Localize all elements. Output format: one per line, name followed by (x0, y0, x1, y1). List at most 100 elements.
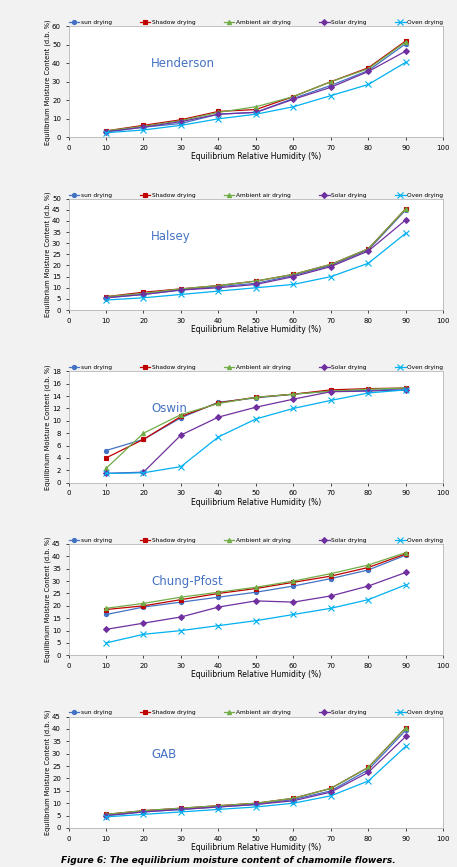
Line: Solar drying: Solar drying (104, 388, 408, 475)
Y-axis label: Equilibrium Moisture Content (d.b. %): Equilibrium Moisture Content (d.b. %) (44, 537, 51, 662)
sun drying (366, 65, 371, 75)
Shadow drying (216, 588, 221, 598)
X-axis label: Equilibrium Relative Humidity (%): Equilibrium Relative Humidity (%) (191, 325, 321, 334)
Oven drying (366, 258, 371, 269)
Text: GAB: GAB (151, 747, 176, 760)
sun drying (103, 446, 109, 456)
Line: Ambient air drying: Ambient air drying (104, 40, 408, 133)
Ambient air drying (216, 108, 221, 118)
Shadow drying (141, 601, 146, 611)
Legend: sun drying, Shadow drying, Ambient air drying, Solar drying, Oven drying: sun drying, Shadow drying, Ambient air d… (69, 20, 443, 25)
sun drying (403, 550, 409, 560)
Shadow drying (403, 383, 409, 394)
Solar drying (291, 394, 296, 404)
Ambient air drying (178, 409, 184, 420)
Solar drying (291, 95, 296, 105)
sun drying (403, 205, 409, 215)
Shadow drying (216, 800, 221, 811)
Ambient air drying (216, 587, 221, 597)
Shadow drying (403, 549, 409, 559)
Ambient air drying (103, 126, 109, 136)
Line: sun drying: sun drying (104, 553, 408, 616)
Oven drying (103, 295, 109, 305)
sun drying (253, 278, 259, 289)
Solar drying (366, 581, 371, 591)
Line: Oven drying: Oven drying (103, 582, 409, 646)
Solar drying (141, 618, 146, 629)
Line: Ambient air drying: Ambient air drying (104, 206, 408, 299)
Legend: sun drying, Shadow drying, Ambient air drying, Solar drying, Oven drying: sun drying, Shadow drying, Ambient air d… (69, 538, 443, 543)
sun drying (291, 581, 296, 591)
Ambient air drying (178, 803, 184, 813)
Ambient air drying (103, 603, 109, 614)
sun drying (216, 802, 221, 812)
sun drying (253, 799, 259, 810)
sun drying (141, 122, 146, 133)
Ambient air drying (141, 598, 146, 609)
Solar drying (291, 596, 296, 607)
Solar drying (366, 767, 371, 778)
sun drying (291, 794, 296, 805)
sun drying (178, 596, 184, 607)
Oven drying (403, 228, 409, 238)
Line: Shadow drying: Shadow drying (104, 551, 408, 611)
sun drying (291, 94, 296, 104)
Line: sun drying: sun drying (104, 728, 408, 818)
Line: Oven drying: Oven drying (103, 60, 409, 135)
Ambient air drying (291, 269, 296, 279)
Line: sun drying: sun drying (104, 387, 408, 453)
sun drying (328, 81, 334, 91)
Solar drying (366, 386, 371, 396)
Solar drying (253, 596, 259, 606)
Ambient air drying (403, 383, 409, 394)
Shadow drying (141, 805, 146, 816)
Oven drying (141, 125, 146, 135)
Line: sun drying: sun drying (104, 42, 408, 134)
Shadow drying (291, 269, 296, 279)
Ambient air drying (366, 560, 371, 570)
Oven drying (291, 798, 296, 808)
Legend: sun drying, Shadow drying, Ambient air drying, Solar drying, Oven drying: sun drying, Shadow drying, Ambient air d… (69, 365, 443, 370)
Ambient air drying (216, 398, 221, 408)
Shadow drying (141, 121, 146, 131)
Solar drying (403, 46, 409, 56)
Shadow drying (291, 389, 296, 400)
Text: Henderson: Henderson (151, 57, 215, 70)
Shadow drying (253, 392, 259, 402)
Solar drying (141, 290, 146, 300)
Shadow drying (366, 383, 371, 394)
Solar drying (178, 116, 184, 127)
sun drying (216, 109, 221, 120)
Shadow drying (253, 583, 259, 594)
Oven drying (141, 629, 146, 640)
Line: Oven drying: Oven drying (103, 387, 409, 476)
Solar drying (216, 109, 221, 120)
Shadow drying (216, 106, 221, 116)
Solar drying (178, 430, 184, 440)
Ambient air drying (328, 783, 334, 793)
Shadow drying (103, 809, 109, 819)
Shadow drying (328, 571, 334, 582)
Shadow drying (103, 291, 109, 302)
Oven drying (328, 90, 334, 101)
Ambient air drying (366, 762, 371, 772)
Shadow drying (366, 563, 371, 573)
Ambient air drying (216, 800, 221, 811)
Oven drying (141, 809, 146, 819)
Shadow drying (253, 104, 259, 114)
sun drying (103, 127, 109, 137)
Solar drying (178, 284, 184, 295)
Ambient air drying (216, 280, 221, 290)
Solar drying (403, 385, 409, 395)
Shadow drying (366, 244, 371, 254)
Oven drying (216, 621, 221, 631)
Line: Oven drying: Oven drying (103, 744, 409, 819)
sun drying (253, 393, 259, 403)
Solar drying (178, 805, 184, 815)
Y-axis label: Equilibrium Moisture Content (d.b. %): Equilibrium Moisture Content (d.b. %) (44, 709, 51, 835)
Text: Halsey: Halsey (151, 230, 191, 243)
Oven drying (403, 741, 409, 752)
Line: Solar drying: Solar drying (104, 49, 408, 134)
sun drying (103, 610, 109, 620)
Oven drying (178, 121, 184, 131)
